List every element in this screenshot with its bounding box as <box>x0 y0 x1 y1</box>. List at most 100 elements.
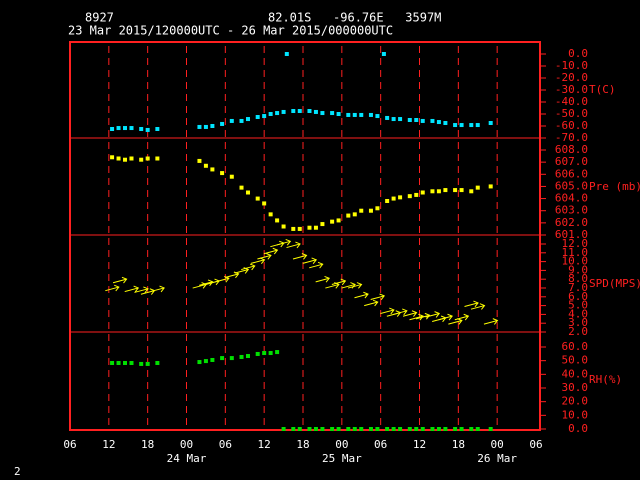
data-point <box>229 174 234 179</box>
y-tick-label: 0.0 <box>568 422 588 435</box>
y-tick-label: -70.0 <box>555 131 588 144</box>
data-point <box>398 427 403 431</box>
y-tick-label: 3.0 <box>568 316 588 329</box>
panel-label: SPD(MPS) <box>589 277 640 290</box>
y-tick-label: 60.0 <box>562 340 589 353</box>
wind-arrow <box>448 318 463 325</box>
data-point <box>375 114 380 119</box>
arrow-head <box>295 241 301 249</box>
date-label: 25 Mar <box>322 452 362 465</box>
arrow-shaft <box>134 288 149 293</box>
data-point <box>420 427 425 431</box>
data-point <box>123 157 128 162</box>
y-tick-label: 40.0 <box>562 367 589 380</box>
arrow-head <box>379 293 385 301</box>
data-point <box>398 195 403 200</box>
data-point <box>145 361 150 366</box>
y-tick-label: 601.0 <box>555 228 588 241</box>
x-tick-label: 00 <box>491 438 504 451</box>
y-tick-label: -20.0 <box>555 71 588 84</box>
arrow-shaft <box>409 315 424 321</box>
data-point <box>297 109 302 113</box>
arrow-head <box>311 257 318 265</box>
data-point <box>313 109 318 114</box>
y-tick-label: 602.0 <box>555 216 588 229</box>
arrow-shaft <box>448 320 462 325</box>
data-point <box>414 427 419 431</box>
data-point <box>203 359 208 364</box>
arrow-head <box>114 284 120 292</box>
data-point <box>391 427 396 431</box>
y-tick-label: 50.0 <box>562 354 589 367</box>
data-point <box>453 123 458 128</box>
x-tick-label: 18 <box>141 438 154 451</box>
y-tick-label: 607.0 <box>555 155 588 168</box>
data-point <box>346 427 351 431</box>
time-period: 23 Mar 2015/120000UTC - 26 Mar 2015/0000… <box>68 24 393 38</box>
data-point <box>475 185 480 190</box>
data-point <box>275 111 280 116</box>
data-point <box>239 118 244 123</box>
wind-arrow <box>425 311 441 318</box>
data-point <box>116 126 121 131</box>
data-point <box>346 112 351 117</box>
y-tick-label: -10.0 <box>555 59 588 72</box>
y-tick-label: 608.0 <box>555 143 588 156</box>
arrow-head <box>434 311 441 318</box>
x-tick-label: 06 <box>374 438 387 451</box>
series <box>110 155 493 231</box>
arrow-head <box>272 247 279 255</box>
y-tick-label: 606.0 <box>555 167 588 180</box>
data-point <box>239 185 244 190</box>
x-tick-label: 06 <box>219 438 232 451</box>
wind-arrow <box>483 318 499 325</box>
data-point <box>110 360 115 365</box>
arrow-head <box>372 299 379 307</box>
data-point <box>368 112 373 117</box>
data-point <box>359 208 364 213</box>
wind-arrow <box>370 293 385 301</box>
panel-label: RH(%) <box>589 373 622 386</box>
data-point <box>320 222 325 227</box>
series <box>105 238 499 325</box>
wind-arrow <box>257 253 272 260</box>
data-point <box>129 126 134 131</box>
data-point <box>210 167 215 172</box>
y-tick-label: 20.0 <box>562 395 589 408</box>
wind-arrow <box>309 261 324 269</box>
data-point <box>420 190 425 195</box>
data-point <box>139 361 144 366</box>
y-tick-label: 12.0 <box>562 237 589 250</box>
arrow-head <box>324 275 330 283</box>
data-point <box>307 109 312 113</box>
x-tick-label: 06 <box>529 438 542 451</box>
x-tick-label: 00 <box>335 438 348 451</box>
wind-arrow <box>276 238 292 246</box>
data-point <box>262 201 267 206</box>
data-point <box>469 189 474 194</box>
wind-arrow <box>150 285 165 293</box>
data-point <box>220 171 225 176</box>
data-point <box>268 112 273 116</box>
data-point <box>275 350 280 355</box>
arrow-shaft <box>192 283 207 289</box>
data-point <box>297 427 302 431</box>
y-tick-label: 604.0 <box>555 192 588 205</box>
x-tick-label: 12 <box>258 438 271 451</box>
wind-arrow <box>105 284 120 292</box>
arrow-head <box>133 285 140 293</box>
data-point <box>245 117 250 122</box>
y-tick-label: 6.0 <box>568 290 588 303</box>
data-point <box>430 189 435 194</box>
data-point <box>443 427 448 431</box>
data-point <box>443 188 448 193</box>
wind-arrow <box>470 303 486 310</box>
arrow-shaft <box>112 278 127 284</box>
wind-arrow <box>263 247 279 255</box>
arrow-shaft <box>276 240 291 246</box>
wind-arrow <box>402 310 418 317</box>
y-tick-label: 2.0 <box>568 325 588 338</box>
data-point <box>459 427 464 431</box>
